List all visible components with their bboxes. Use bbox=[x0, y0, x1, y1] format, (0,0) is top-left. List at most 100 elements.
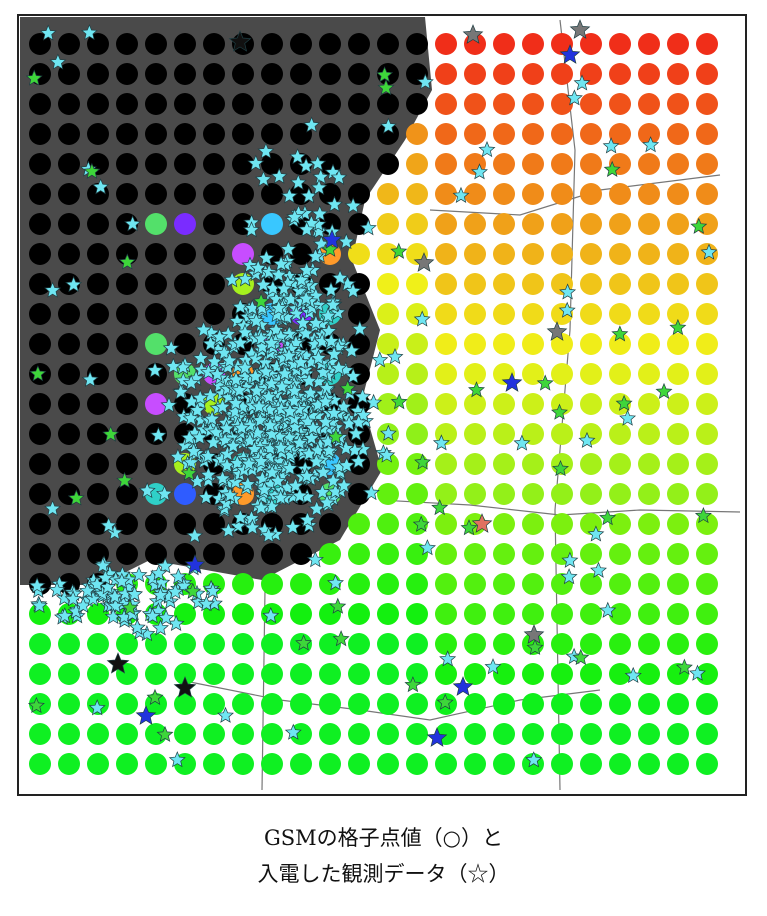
grid-dot bbox=[667, 333, 689, 355]
observation-star bbox=[272, 255, 290, 272]
observation-star bbox=[318, 493, 336, 510]
grid-dot bbox=[290, 243, 312, 265]
grid-dot bbox=[203, 663, 225, 685]
grid-dot bbox=[116, 423, 138, 445]
grid-dot bbox=[609, 663, 631, 685]
observation-star bbox=[164, 357, 182, 374]
observation-star bbox=[311, 204, 329, 222]
grid-dot bbox=[29, 543, 51, 565]
observation-star bbox=[188, 401, 206, 418]
grid-dot bbox=[667, 573, 689, 595]
observation-star bbox=[292, 271, 310, 288]
observation-star bbox=[306, 551, 324, 568]
grid-dot bbox=[145, 543, 167, 565]
grid-dot bbox=[377, 753, 399, 775]
grid-dot bbox=[348, 33, 370, 55]
observation-star bbox=[298, 467, 316, 484]
grid-dot bbox=[87, 273, 109, 295]
observation-star bbox=[135, 705, 157, 725]
grid-dot bbox=[232, 183, 254, 205]
grid-dot bbox=[696, 423, 718, 445]
grid-dot bbox=[551, 183, 573, 205]
grid-dot bbox=[290, 63, 312, 85]
observation-star bbox=[224, 437, 242, 454]
grid-dot bbox=[580, 183, 602, 205]
observation-star bbox=[573, 74, 591, 91]
observation-star bbox=[239, 475, 257, 492]
grid-dot bbox=[406, 483, 428, 505]
grid-dot bbox=[609, 303, 631, 325]
observation-star bbox=[150, 564, 168, 581]
observation-star bbox=[412, 515, 430, 532]
grid-dot bbox=[290, 543, 312, 565]
grid-dot bbox=[58, 303, 80, 325]
grid-dot bbox=[232, 63, 254, 85]
grid-dot bbox=[493, 723, 515, 745]
grid-dot bbox=[348, 243, 370, 265]
grid-dot bbox=[290, 573, 312, 595]
observation-star bbox=[418, 539, 436, 556]
grid-dot bbox=[174, 33, 196, 55]
grid-dot bbox=[377, 513, 399, 535]
grid-dot bbox=[58, 243, 80, 265]
grid-dot bbox=[348, 693, 370, 715]
grid-dot bbox=[116, 93, 138, 115]
grid-dot bbox=[319, 693, 341, 715]
grid-dot bbox=[522, 243, 544, 265]
observation-star bbox=[247, 312, 265, 329]
grid-dot bbox=[29, 153, 51, 175]
observation-star bbox=[260, 263, 278, 280]
grid-dot bbox=[609, 513, 631, 535]
observation-star bbox=[286, 208, 304, 225]
grid-dot bbox=[493, 243, 515, 265]
observation-star bbox=[270, 266, 288, 283]
grid-dot bbox=[551, 483, 573, 505]
grid-dot bbox=[638, 33, 660, 55]
grid-dot bbox=[696, 33, 718, 55]
grid-dot bbox=[638, 243, 660, 265]
grid-dot bbox=[551, 243, 573, 265]
observation-star bbox=[327, 428, 345, 445]
grid-dot bbox=[551, 753, 573, 775]
grid-dot bbox=[696, 363, 718, 385]
observation-star bbox=[312, 168, 330, 185]
grid-dot bbox=[638, 483, 660, 505]
grid-dot bbox=[435, 603, 457, 625]
grid-dot bbox=[116, 693, 138, 715]
grid-dot bbox=[493, 273, 515, 295]
grid-dot bbox=[638, 693, 660, 715]
grid-dot bbox=[406, 693, 428, 715]
grid-dot bbox=[145, 153, 167, 175]
grid-dot bbox=[290, 123, 312, 145]
grid-dot bbox=[667, 303, 689, 325]
grid-dot bbox=[493, 693, 515, 715]
grid-dot bbox=[580, 363, 602, 385]
grid-dot bbox=[174, 273, 196, 295]
grid-dot bbox=[145, 333, 167, 355]
observation-star bbox=[316, 392, 334, 410]
observation-star bbox=[297, 157, 315, 174]
grid-dot bbox=[493, 603, 515, 625]
grid-dot bbox=[464, 753, 486, 775]
grid-dot bbox=[58, 453, 80, 475]
observation-star bbox=[220, 521, 237, 538]
observation-star bbox=[92, 178, 110, 195]
grid-dot bbox=[58, 693, 80, 715]
grid-dot bbox=[406, 123, 428, 145]
grid-dot bbox=[696, 333, 718, 355]
grid-dot bbox=[58, 33, 80, 55]
grid-dot bbox=[638, 213, 660, 235]
grid-dot bbox=[58, 183, 80, 205]
observation-star bbox=[572, 648, 590, 666]
grid-dot bbox=[145, 453, 167, 475]
grid-dot bbox=[464, 303, 486, 325]
grid-dot bbox=[290, 753, 312, 775]
observation-star bbox=[56, 607, 74, 624]
observation-star bbox=[146, 688, 164, 705]
grid-dot bbox=[58, 543, 80, 565]
grid-dot bbox=[174, 123, 196, 145]
observation-stars bbox=[25, 19, 718, 768]
grid-dot bbox=[319, 123, 341, 145]
observation-star bbox=[218, 445, 236, 462]
grid-dot bbox=[145, 63, 167, 85]
